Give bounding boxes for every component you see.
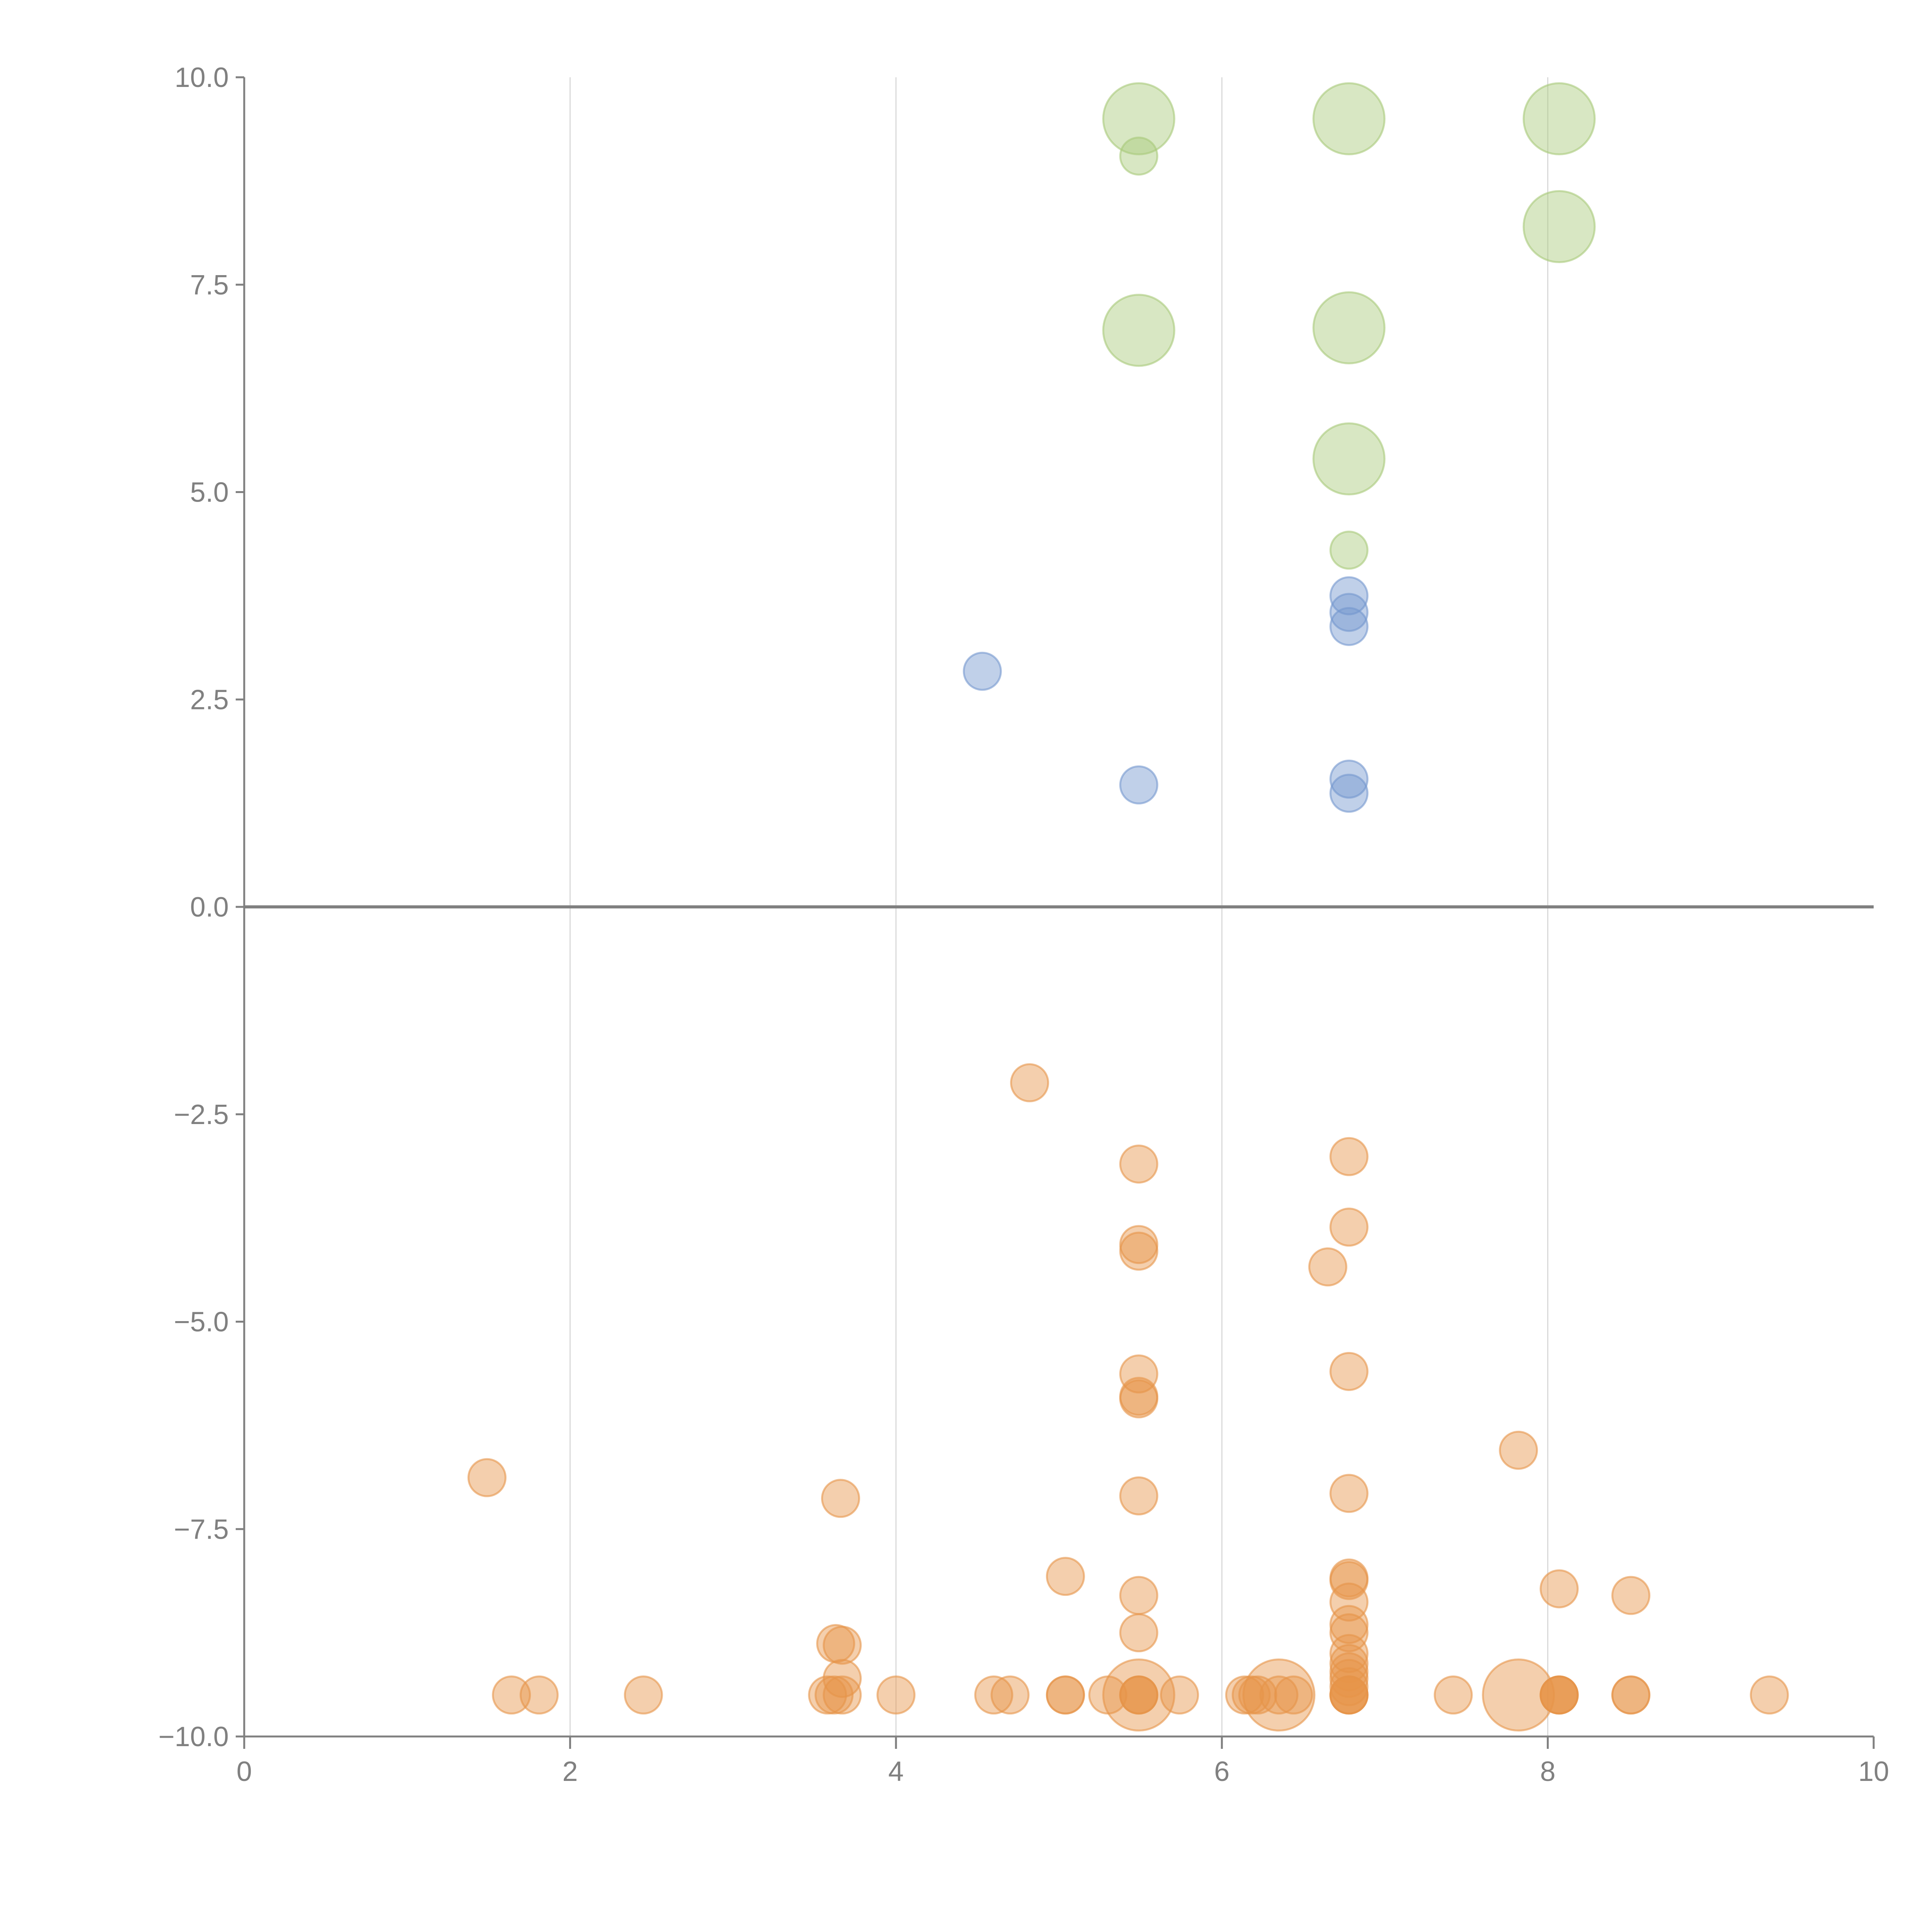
data-point-green — [1102, 294, 1175, 367]
data-point-orange — [1119, 1476, 1158, 1515]
data-point-orange — [1329, 1561, 1369, 1600]
x-tick-label: 4 — [888, 1756, 904, 1787]
x-tick-label: 10 — [1858, 1756, 1889, 1787]
data-point-orange — [815, 1675, 854, 1715]
y-tick-label: 5.0 — [190, 477, 229, 508]
data-point-orange — [1119, 1145, 1158, 1184]
data-point-blue — [1329, 759, 1369, 799]
data-point-orange — [1102, 1658, 1175, 1732]
x-tick-label: 0 — [236, 1756, 252, 1787]
data-point-orange — [1119, 1613, 1158, 1653]
data-point-orange — [1329, 1137, 1369, 1176]
data-point-orange — [1119, 1231, 1158, 1271]
y-tick-label: −5.0 — [174, 1307, 229, 1338]
x-tick-label: 6 — [1214, 1756, 1230, 1787]
data-point-orange — [1308, 1247, 1347, 1287]
data-point-orange — [1160, 1675, 1199, 1715]
data-point-orange — [492, 1675, 531, 1715]
data-point-green — [1522, 82, 1596, 155]
data-point-orange — [1119, 1379, 1158, 1418]
x-tick-label: 2 — [562, 1756, 578, 1787]
data-point-orange — [1329, 1352, 1369, 1391]
data-point-orange — [1329, 1582, 1369, 1622]
data-point-orange — [823, 1626, 862, 1665]
data-point-green — [1312, 291, 1386, 364]
data-point-blue — [1119, 765, 1158, 804]
data-point-orange — [1329, 1667, 1369, 1706]
data-points — [467, 82, 1789, 1732]
x-tick-label: 8 — [1540, 1756, 1556, 1787]
data-point-orange — [1482, 1658, 1555, 1732]
y-tick-label: 7.5 — [190, 270, 229, 301]
data-point-orange — [1611, 1576, 1651, 1615]
y-tick-label: −2.5 — [174, 1099, 229, 1130]
data-point-green — [1522, 190, 1596, 263]
data-point-orange — [1274, 1675, 1313, 1715]
data-point-orange — [1119, 1576, 1158, 1615]
data-point-orange — [1119, 1675, 1158, 1715]
data-point-blue — [1329, 576, 1369, 616]
data-point-orange — [1329, 1208, 1369, 1247]
data-point-orange — [823, 1675, 862, 1715]
data-point-orange — [990, 1675, 1030, 1715]
data-point-blue — [963, 651, 1002, 691]
data-point-orange — [1329, 1474, 1369, 1513]
data-point-orange — [1329, 1644, 1369, 1683]
data-point-green — [1329, 531, 1369, 570]
data-point-orange — [624, 1675, 663, 1715]
data-point-orange — [1539, 1569, 1579, 1609]
data-point-blue — [1329, 774, 1369, 813]
data-point-orange — [1329, 1675, 1369, 1715]
y-tick-label: −7.5 — [174, 1514, 229, 1545]
y-tick-label: 2.5 — [190, 684, 229, 715]
data-point-orange — [1329, 1613, 1369, 1653]
data-point-orange — [1499, 1430, 1538, 1470]
y-tick-label: 0.0 — [190, 892, 229, 923]
data-point-orange — [1329, 1659, 1369, 1698]
data-point-orange — [1611, 1675, 1651, 1715]
data-point-green — [1312, 422, 1386, 496]
data-point-orange — [1539, 1675, 1579, 1715]
y-tick-label: −10.0 — [158, 1721, 229, 1752]
data-point-orange — [1750, 1675, 1789, 1715]
data-point-orange — [974, 1675, 1014, 1715]
data-point-orange — [1329, 1605, 1369, 1644]
data-point-green — [1312, 82, 1386, 155]
data-point-green — [1102, 82, 1175, 155]
data-point-orange — [1010, 1063, 1049, 1102]
data-point-orange — [467, 1458, 507, 1497]
y-tick-label: 10.0 — [175, 62, 229, 93]
axes: 10.0 7.5 5.0 2.5 0.0 −2.5 −5.0 −7.5 −10.00 2 4 6 8 10 — [158, 62, 1889, 1787]
data-point-blue — [1329, 593, 1369, 632]
data-point-orange — [519, 1675, 559, 1715]
data-point-orange — [821, 1479, 860, 1518]
data-point-orange — [1046, 1675, 1085, 1715]
data-point-orange — [1434, 1675, 1473, 1715]
data-point-green — [1119, 136, 1158, 176]
data-point-blue — [1329, 607, 1369, 646]
data-point-orange — [1259, 1675, 1299, 1715]
data-point-orange — [1238, 1675, 1277, 1715]
data-point-orange — [876, 1675, 916, 1715]
data-point-orange — [1046, 1557, 1085, 1596]
